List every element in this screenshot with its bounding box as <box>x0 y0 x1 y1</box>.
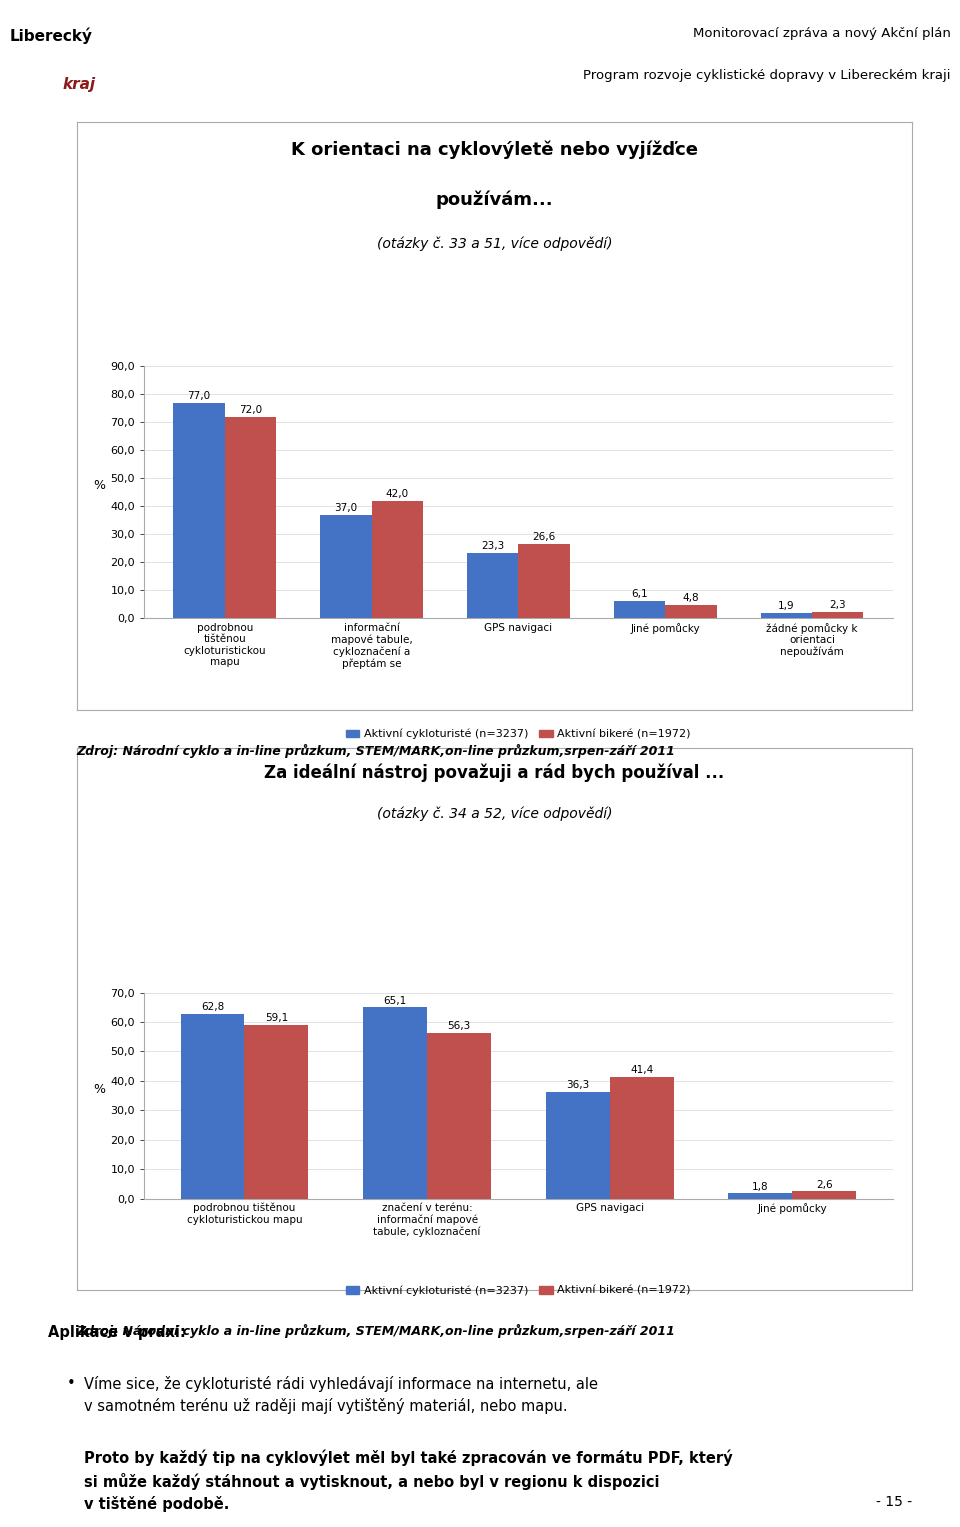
Text: 1,8: 1,8 <box>752 1182 769 1193</box>
Bar <box>546 1092 610 1199</box>
Text: Program rozvoje cyklistické dopravy v Libereckém kraji: Program rozvoje cyklistické dopravy v Li… <box>583 69 950 82</box>
Text: - 15 -: - 15 - <box>876 1495 912 1509</box>
Bar <box>321 515 372 618</box>
Text: 36,3: 36,3 <box>566 1080 589 1090</box>
Text: 72,0: 72,0 <box>239 405 262 415</box>
Bar <box>372 501 423 618</box>
Text: Víme sice, že cykloturisté rádi vyhledávají informace na internetu, ale
v samotn: Víme sice, že cykloturisté rádi vyhledáv… <box>84 1376 598 1414</box>
Y-axis label: %: % <box>93 1083 106 1096</box>
Text: Aplikace v praxi:: Aplikace v praxi: <box>48 1325 185 1341</box>
Text: 37,0: 37,0 <box>334 502 357 513</box>
Text: 56,3: 56,3 <box>447 1022 470 1031</box>
Text: (otázky č. 33 a 51, více odpovědí): (otázky č. 33 a 51, více odpovědí) <box>376 237 612 250</box>
Bar <box>363 1006 427 1199</box>
Bar <box>174 403 225 618</box>
Bar <box>613 602 665 618</box>
Bar <box>729 1194 792 1199</box>
Text: Za ideální nástroj považuji a rád bych používal ...: Za ideální nástroj považuji a rád bych p… <box>264 764 725 782</box>
Text: 62,8: 62,8 <box>201 1002 224 1012</box>
Text: Zdroj: Národní cyklo a in-line průzkum, STEM/MARK,on-line průzkum,srpen-září 201: Zdroj: Národní cyklo a in-line průzkum, … <box>77 744 676 757</box>
Bar <box>427 1032 491 1199</box>
Text: Proto by každý tip na cyklovýlet měl byl také zpracován ve formátu PDF, který
si: Proto by každý tip na cyklovýlet měl byl… <box>84 1449 733 1512</box>
Text: 77,0: 77,0 <box>187 391 210 400</box>
Text: 65,1: 65,1 <box>383 996 407 1005</box>
Legend: Aktivní cykloturisté (n=3237), Aktivní bikeré (n=1972): Aktivní cykloturisté (n=3237), Aktivní b… <box>342 724 695 744</box>
Text: 59,1: 59,1 <box>265 1014 288 1023</box>
Text: 4,8: 4,8 <box>683 592 699 603</box>
Text: 42,0: 42,0 <box>386 489 409 499</box>
Text: Zdroj: Národní cyklo a in-line průzkum, STEM/MARK,on-line průzkum,srpen-září 201: Zdroj: Národní cyklo a in-line průzkum, … <box>77 1324 676 1338</box>
Text: používám...: používám... <box>436 191 553 209</box>
Text: kraj: kraj <box>62 76 96 92</box>
Y-axis label: %: % <box>93 479 106 492</box>
Text: 1,9: 1,9 <box>778 602 795 611</box>
Bar <box>518 544 570 618</box>
Text: •: • <box>67 1376 76 1391</box>
Text: Monitorovací zpráva a nový Akční plán: Monitorovací zpráva a nový Akční plán <box>692 27 950 41</box>
Text: 6,1: 6,1 <box>632 589 648 599</box>
Bar <box>812 612 863 618</box>
Bar <box>245 1025 308 1199</box>
Bar <box>665 605 716 618</box>
Bar <box>467 553 518 618</box>
Bar <box>610 1077 674 1199</box>
Text: K orientaci na cyklovýletě nebo vyjížďce: K orientaci na cyklovýletě nebo vyjížďce <box>291 140 698 159</box>
Bar <box>760 614 812 618</box>
Bar <box>792 1191 856 1199</box>
Text: 26,6: 26,6 <box>533 531 556 542</box>
Text: 2,3: 2,3 <box>829 600 846 609</box>
Text: 23,3: 23,3 <box>481 541 504 551</box>
Text: Liberecký: Liberecký <box>10 27 92 44</box>
Text: 2,6: 2,6 <box>816 1179 832 1190</box>
Legend: Aktivní cykloturisté (n=3237), Aktivní bikeré (n=1972): Aktivní cykloturisté (n=3237), Aktivní b… <box>342 1281 695 1301</box>
Text: (otázky č. 34 a 52, více odpovědí): (otázky č. 34 a 52, více odpovědí) <box>376 806 612 820</box>
Bar <box>225 417 276 618</box>
Bar <box>180 1014 245 1199</box>
Text: 41,4: 41,4 <box>630 1066 654 1075</box>
